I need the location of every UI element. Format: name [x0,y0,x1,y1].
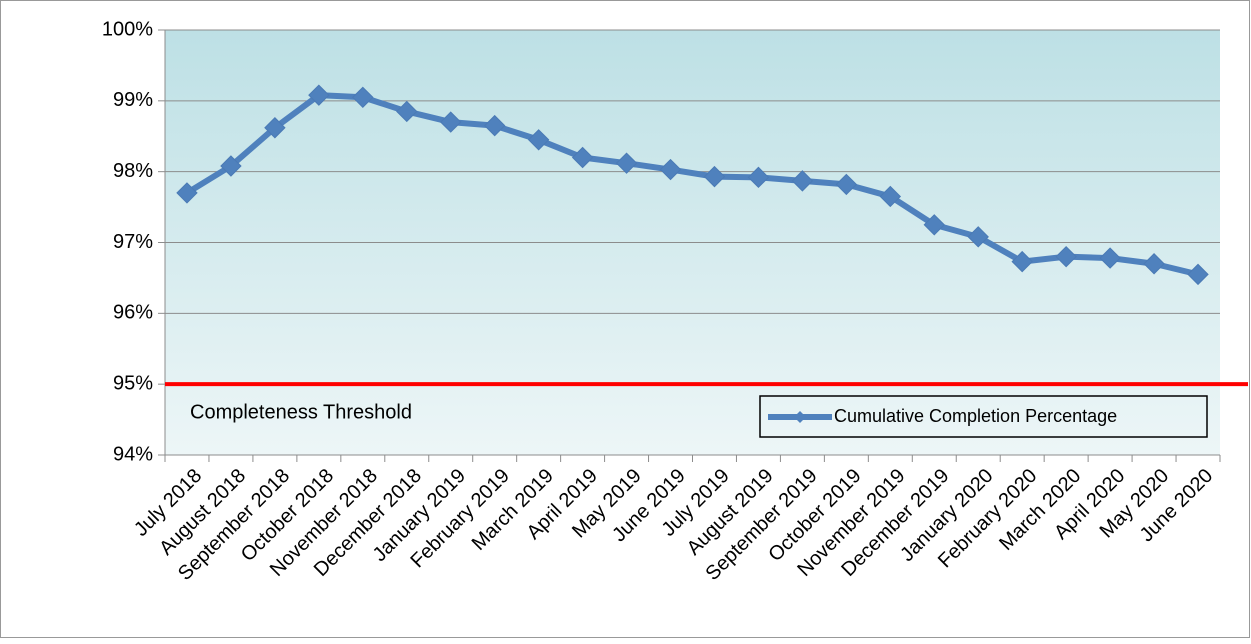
data-point [923,214,945,236]
data-point [791,170,814,192]
y-tick-label: 99% [113,89,153,111]
data-point [1187,263,1209,286]
legend-label: Cumulative Completion Percentage [834,406,1117,426]
data-point [527,129,550,151]
data-point [396,100,418,123]
data-point [659,158,682,181]
data-point [879,185,902,208]
data-point [1099,247,1121,269]
data-point [747,166,770,189]
y-tick-label: 96% [113,302,153,324]
data-point [264,117,286,139]
data-point [352,86,374,108]
legend-marker [794,411,806,423]
data-point [835,173,858,196]
y-tick-label: 100% [102,18,153,40]
y-tick-label: 98% [113,160,153,182]
data-point [1055,245,1077,268]
y-tick-label: 97% [113,231,153,253]
y-tick-label: 94% [113,443,153,465]
data-point [1143,253,1165,275]
data-point [571,146,594,169]
data-point [703,165,726,188]
y-tick-label: 95% [113,372,153,394]
data-point [615,152,638,174]
legend-box [759,395,1208,438]
data-point [308,84,330,106]
data-point [967,226,989,248]
data-point [176,182,198,204]
threshold-label: Completeness Threshold [190,401,412,423]
data-point [440,111,462,133]
data-point [220,155,242,177]
data-point [483,114,506,137]
data-point [1011,250,1033,273]
